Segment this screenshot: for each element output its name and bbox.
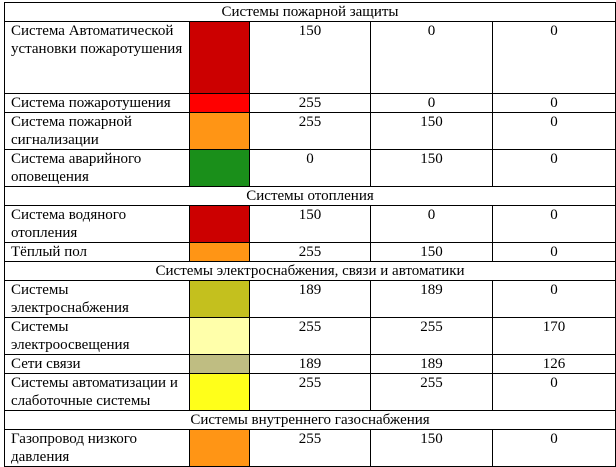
color-swatch [189,21,250,94]
color-code-table: Системы пожарной защиты Система Автоматич… [3,2,616,467]
color-swatch [189,429,250,467]
table-row: Системы электроосвещения 255 255 170 [4,317,616,355]
rgb-b-value: 170 [491,317,616,355]
system-name: Сети связи [4,354,190,374]
system-name: Система водяного отопления [4,205,190,243]
rgb-b-value: 0 [491,280,616,318]
color-swatch [189,354,250,374]
color-swatch [189,149,250,187]
table-row: Тёплый пол 255 150 0 [4,242,616,262]
rgb-g-value: 255 [370,373,493,411]
rgb-b-value: 0 [491,112,616,150]
rgb-g-value: 255 [370,317,493,355]
system-name: Система аварийного оповещения [4,149,190,187]
rgb-b-value: 126 [491,354,616,374]
rgb-b-value: 0 [491,429,616,467]
rgb-b-value: 0 [491,149,616,187]
table-row: Система пожарной сигнализации 255 150 0 [4,112,616,150]
table-row: Система аварийного оповещения 0 150 0 [4,149,616,187]
group-title: Системы электроснабжения, связи и автома… [3,261,616,281]
table-body: Системы пожарной защиты Система Автоматич… [3,2,616,467]
system-name: Тёплый пол [4,242,190,262]
table-row: Сети связи 189 189 126 [4,354,616,374]
rgb-r-value: 255 [249,373,371,411]
rgb-r-value: 255 [249,112,371,150]
rgb-g-value: 189 [370,354,493,374]
rgb-r-value: 255 [249,317,371,355]
rgb-r-value: 150 [249,205,371,243]
system-name: Системы электроосвещения [4,317,190,355]
rgb-g-value: 0 [370,93,493,113]
rgb-b-value: 0 [491,21,616,94]
color-swatch [189,317,250,355]
rgb-g-value: 0 [370,21,493,94]
rgb-r-value: 150 [249,21,371,94]
rgb-g-value: 150 [370,112,493,150]
rgb-b-value: 0 [491,205,616,243]
table-row: Системы электроснабжения 189 189 0 [4,280,616,318]
color-swatch [189,112,250,150]
system-name: Система пожарной сигнализации [4,112,190,150]
group-title: Системы отопления [3,186,616,206]
rgb-r-value: 255 [249,242,371,262]
group-title: Системы внутреннего газоснабжения [3,410,616,430]
group-header-row: Системы внутреннего газоснабжения [3,410,616,430]
rgb-b-value: 0 [491,373,616,411]
color-swatch [189,205,250,243]
rgb-r-value: 255 [249,429,371,467]
table-row: Системы автоматизации и слаботочные сист… [4,373,616,411]
rgb-r-value: 0 [249,149,371,187]
rgb-r-value: 189 [249,280,371,318]
rgb-g-value: 150 [370,242,493,262]
color-swatch [189,280,250,318]
system-name: Система пожаротушения [4,93,190,113]
system-name: Системы электроснабжения [4,280,190,318]
group-header-row: Системы электроснабжения, связи и автома… [3,261,616,281]
table-row: Система водяного отопления 150 0 0 [4,205,616,243]
rgb-g-value: 0 [370,205,493,243]
group-header-row: Системы отопления [3,186,616,206]
rgb-b-value: 0 [491,93,616,113]
rgb-r-value: 255 [249,93,371,113]
color-swatch [189,373,250,411]
table-row: Система Автоматической установки пожарот… [4,21,616,94]
rgb-g-value: 150 [370,429,493,467]
rgb-g-value: 150 [370,149,493,187]
table-row: Газопровод низкого давления 255 150 0 [4,429,616,467]
system-name: Газопровод низкого давления [4,429,190,467]
color-swatch [189,242,250,262]
rgb-g-value: 189 [370,280,493,318]
rgb-r-value: 189 [249,354,371,374]
group-title: Системы пожарной защиты [3,2,616,22]
rgb-b-value: 0 [491,242,616,262]
system-name: Системы автоматизации и слаботочные сист… [4,373,190,411]
color-swatch [189,93,250,113]
table-row: Система пожаротушения 255 0 0 [4,93,616,113]
system-name: Система Автоматической установки пожарот… [4,21,190,94]
group-header-row: Системы пожарной защиты [3,2,616,22]
